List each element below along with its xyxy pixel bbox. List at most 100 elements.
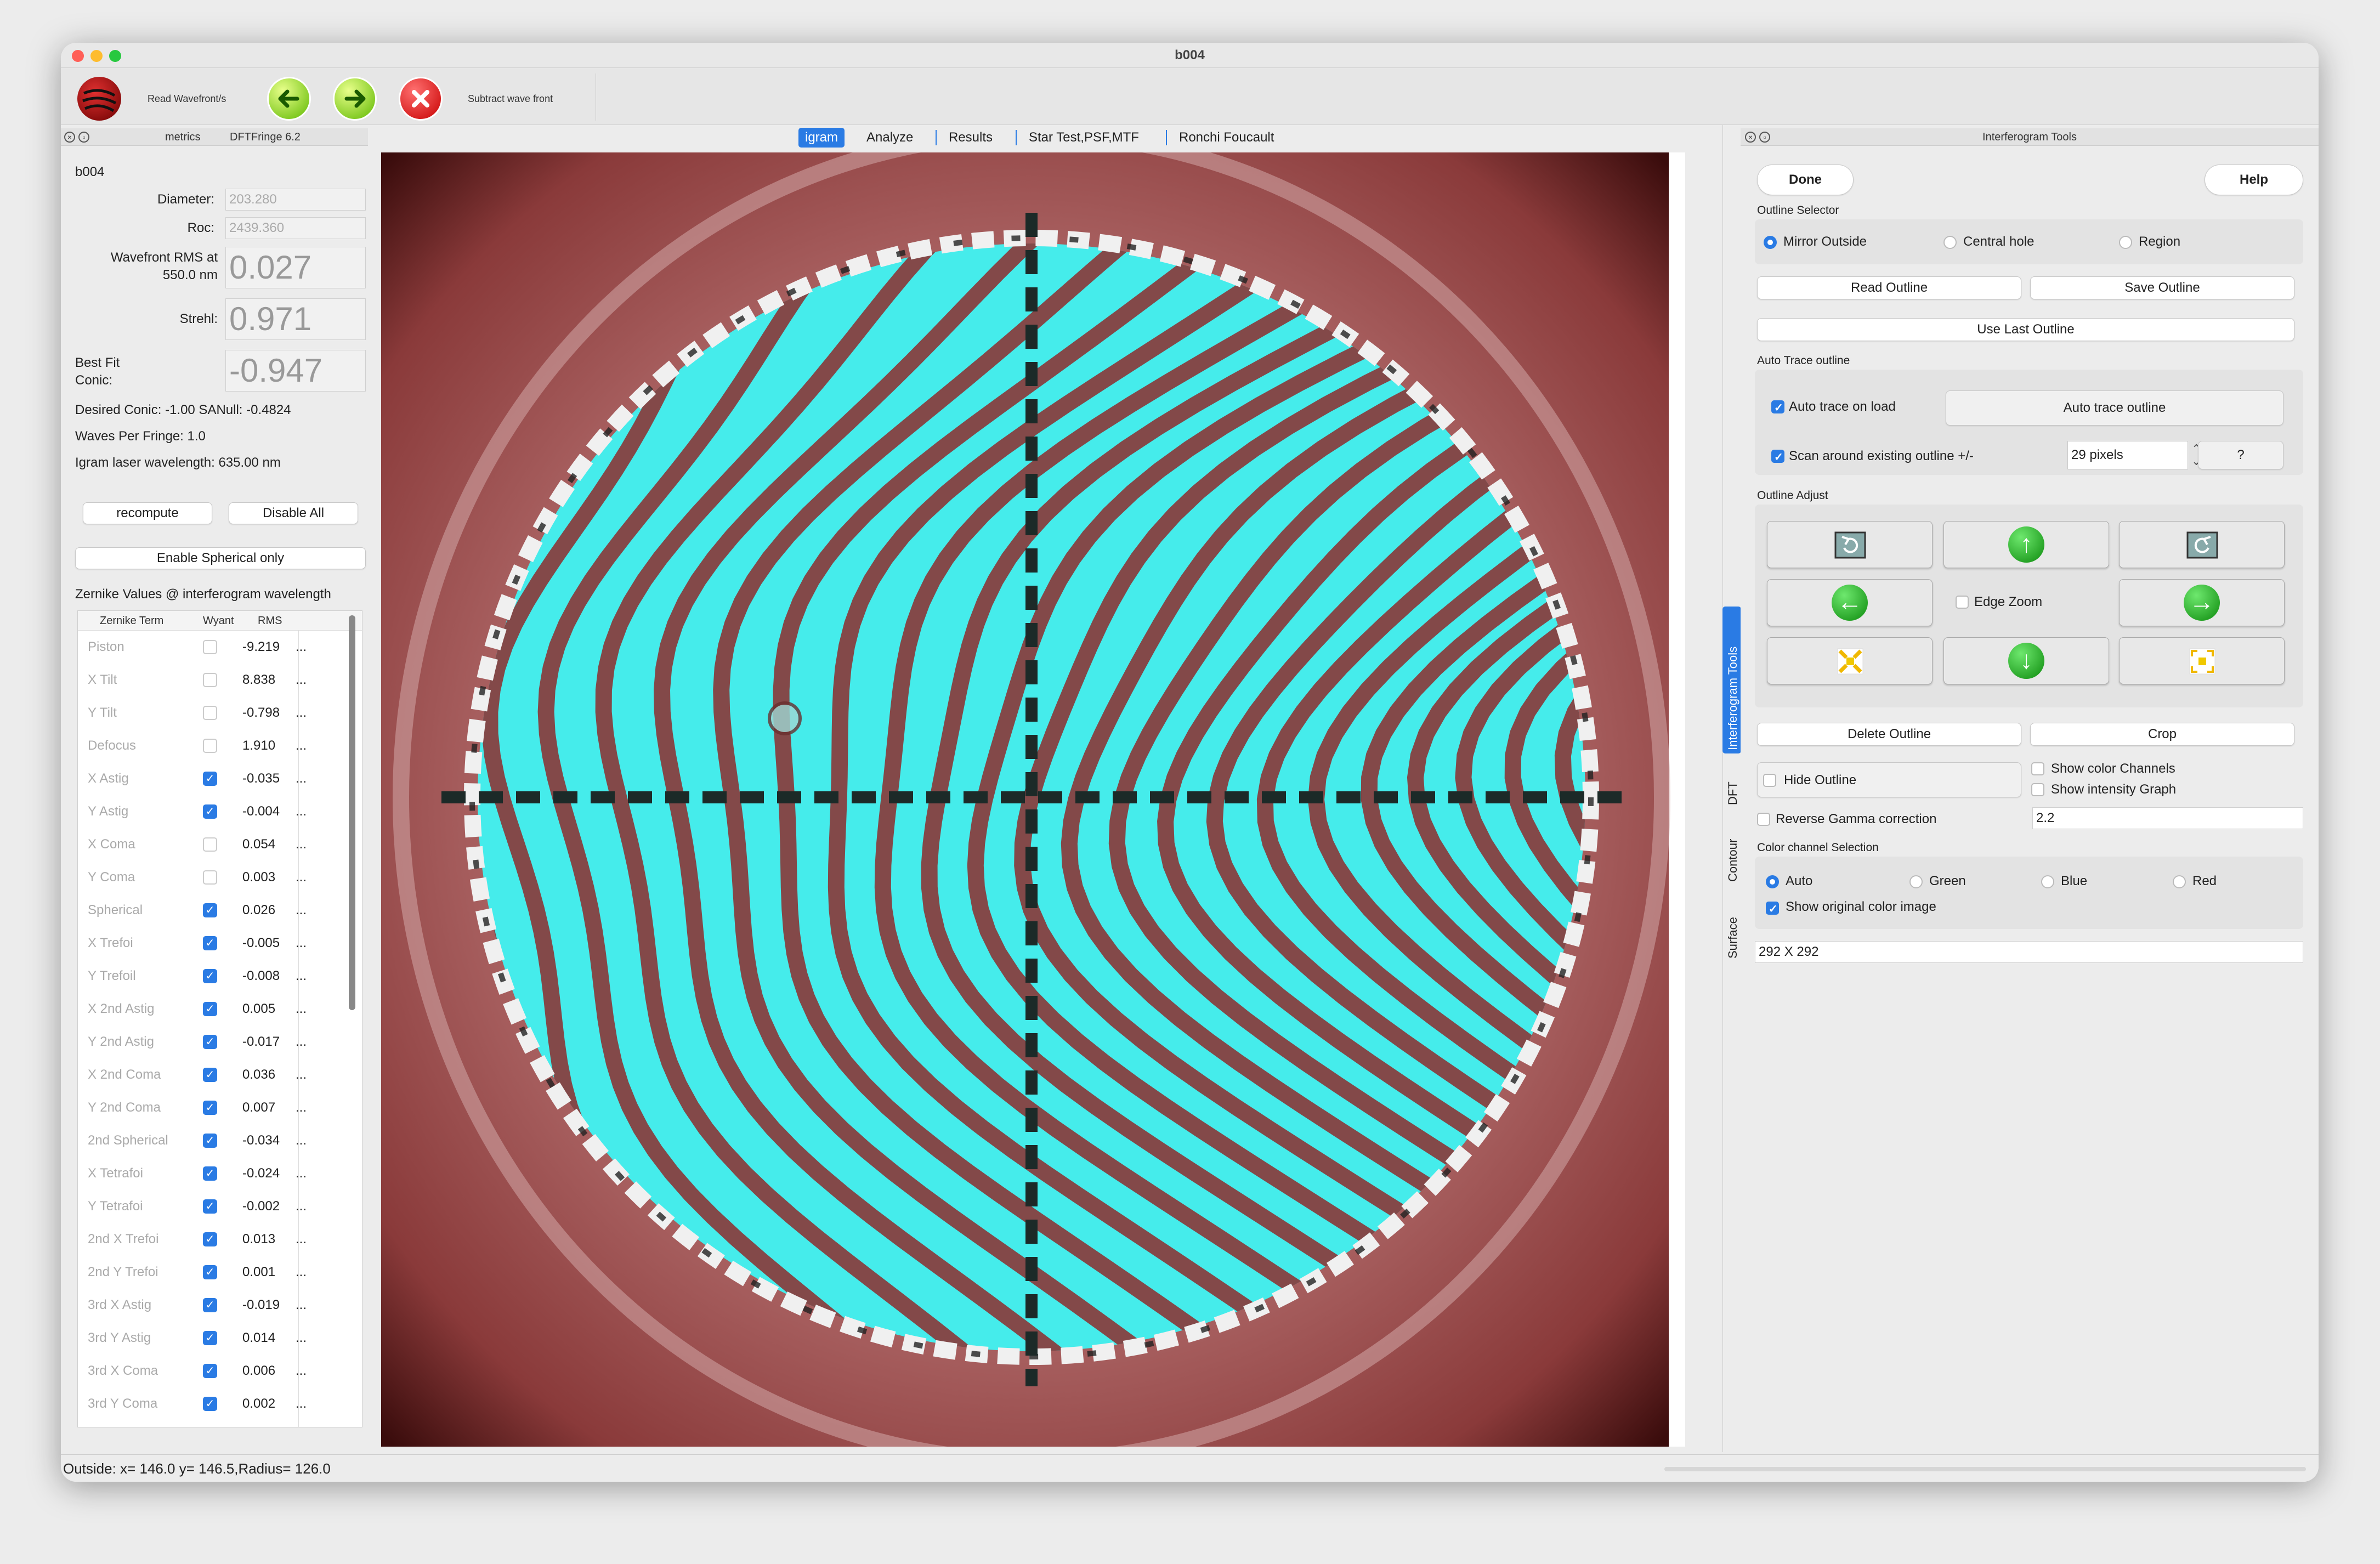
wyant-checkbox[interactable]: ✓ [203, 772, 217, 786]
table-row[interactable]: Spherical ✓ 0.026... [78, 894, 307, 927]
tab-results[interactable]: Results [949, 130, 993, 145]
blue-radio[interactable] [2041, 875, 2054, 888]
wyant-checkbox[interactable]: ✓ [203, 1166, 217, 1181]
wyant-checkbox[interactable]: ✓ [203, 1035, 217, 1049]
minimize-window-button[interactable] [90, 50, 103, 62]
move-left-button[interactable]: ← [1767, 579, 1933, 626]
edge-zoom-checkbox[interactable] [1956, 596, 1969, 609]
table-row[interactable]: Piston -9.219... [78, 631, 307, 664]
zoom-window-button[interactable] [109, 50, 121, 62]
reverse-gamma-checkbox[interactable] [1757, 813, 1770, 826]
table-row[interactable]: Y Tetrafoi ✓ -0.002... [78, 1190, 307, 1223]
scan-help-button[interactable]: ? [2198, 441, 2283, 469]
table-row[interactable]: Y Astig ✓ -0.004... [78, 795, 307, 828]
wyant-checkbox[interactable] [203, 640, 217, 654]
subtract-wavefront-label[interactable]: Subtract wave front [468, 93, 553, 104]
show-original-checkbox[interactable] [1766, 902, 1779, 916]
delete-x-icon[interactable] [399, 77, 443, 121]
table-row[interactable]: 2nd Spherical ✓ -0.034... [78, 1124, 307, 1157]
mirror-outside-label[interactable]: Mirror Outside [1783, 234, 1867, 249]
side-tab-contour[interactable]: Contour [1726, 838, 1739, 882]
move-right-button[interactable]: → [2119, 579, 2285, 626]
table-row[interactable]: 3rd X Astig ✓ -0.019... [78, 1289, 307, 1322]
close-window-button[interactable] [72, 50, 84, 62]
scan-around-checkbox[interactable] [1771, 450, 1784, 464]
rotate-cw-button[interactable] [2119, 521, 2285, 568]
scan-around-label[interactable]: Scan around existing outline +/- [1789, 449, 1974, 463]
wyant-checkbox[interactable] [203, 870, 217, 885]
tab-star-test[interactable]: Star Test,PSF,MTF [1029, 130, 1139, 145]
table-row[interactable]: X Trefoi ✓ -0.005... [78, 927, 307, 960]
show-intensity-graph-checkbox[interactable] [2031, 783, 2044, 796]
tab-ronchi-foucault[interactable]: Ronchi Foucault [1179, 130, 1274, 145]
table-row[interactable]: Y 2nd Coma ✓ 0.007... [78, 1091, 307, 1124]
table-row[interactable]: 3rd Y Coma ✓ 0.002... [78, 1387, 307, 1420]
table-row[interactable]: Y 2nd Astig ✓ -0.017... [78, 1025, 307, 1058]
mirror-outside-radio[interactable] [1764, 236, 1777, 249]
show-original-label[interactable]: Show original color image [1786, 899, 1936, 914]
wyant-checkbox[interactable]: ✓ [203, 1331, 217, 1345]
table-row[interactable]: X Coma 0.054... [78, 828, 307, 861]
expand-button[interactable] [2119, 637, 2285, 684]
region-radio[interactable] [2119, 236, 2132, 249]
tab-igram[interactable]: igram [798, 128, 845, 148]
wyant-checkbox[interactable] [203, 837, 217, 852]
column-wyant[interactable]: Wyant [203, 615, 234, 627]
table-row[interactable]: X 2nd Coma ✓ 0.036... [78, 1058, 307, 1091]
blue-label[interactable]: Blue [2061, 874, 2088, 888]
table-row[interactable]: Y Coma 0.003... [78, 861, 307, 894]
central-hole-radio[interactable] [1943, 236, 1957, 249]
tab-analyze[interactable]: Analyze [866, 130, 914, 145]
table-row[interactable]: X 2nd Astig ✓ 0.005... [78, 993, 307, 1025]
crop-button[interactable]: Crop [2030, 723, 2294, 746]
wyant-checkbox[interactable]: ✓ [203, 1298, 217, 1312]
auto-trace-outline-button[interactable]: Auto trace outline [1946, 390, 2283, 426]
help-button[interactable]: Help [2205, 165, 2303, 195]
green-label[interactable]: Green [1929, 874, 1966, 888]
gamma-input[interactable]: 2.2 [2032, 807, 2303, 829]
wyant-checkbox[interactable]: ✓ [203, 1265, 217, 1279]
green-radio[interactable] [1909, 875, 1923, 888]
wyant-checkbox[interactable]: ✓ [203, 1364, 217, 1378]
central-hole-label[interactable]: Central hole [1963, 234, 2035, 249]
show-color-channels-label[interactable]: Show color Channels [2051, 761, 2175, 776]
column-rms[interactable]: RMS [258, 615, 282, 627]
move-down-button[interactable]: ↓ [1943, 637, 2109, 684]
table-row[interactable]: Y Trefoil ✓ -0.008... [78, 960, 307, 993]
wyant-checkbox[interactable] [203, 706, 217, 720]
column-term[interactable]: Zernike Term [100, 615, 164, 627]
panel-close-icon[interactable]: × [1745, 132, 1756, 143]
wyant-checkbox[interactable]: ✓ [203, 1397, 217, 1411]
rotate-ccw-button[interactable] [1767, 521, 1933, 568]
disable-all-button[interactable]: Disable All [229, 502, 358, 524]
auto-label[interactable]: Auto [1786, 874, 1813, 888]
read-wavefront-label[interactable]: Read Wavefront/s [148, 93, 226, 104]
horizontal-scrollbar[interactable] [1664, 1467, 2306, 1471]
wyant-checkbox[interactable] [203, 673, 217, 687]
table-row[interactable]: Y Tilt -0.798... [78, 696, 307, 729]
previous-arrow-icon[interactable] [267, 77, 311, 121]
edge-zoom-label[interactable]: Edge Zoom [1974, 594, 2043, 609]
save-outline-button[interactable]: Save Outline [2030, 276, 2294, 299]
done-button[interactable]: Done [1757, 165, 1854, 195]
show-intensity-graph-label[interactable]: Show intensity Graph [2051, 782, 2177, 797]
table-row[interactable]: 2nd X Trefoi ✓ 0.013... [78, 1223, 307, 1256]
use-last-outline-button[interactable]: Use Last Outline [1757, 318, 2294, 341]
hide-outline-checkbox[interactable] [1763, 774, 1776, 787]
igram-canvas-area[interactable] [381, 126, 1685, 1469]
hide-outline-label[interactable]: Hide Outline [1784, 773, 1857, 787]
splitter[interactable] [1722, 125, 1723, 1452]
side-tab-surface[interactable]: Surface [1726, 917, 1739, 959]
auto-radio[interactable] [1766, 875, 1779, 888]
wyant-checkbox[interactable] [203, 739, 217, 753]
wyant-checkbox[interactable]: ✓ [203, 1199, 217, 1214]
shrink-button[interactable] [1767, 637, 1933, 684]
auto-trace-on-load-checkbox[interactable] [1771, 400, 1784, 415]
table-row[interactable]: 2nd Y Trefoi ✓ 0.001... [78, 1256, 307, 1289]
table-row[interactable]: X Astig ✓ -0.035... [78, 762, 307, 795]
wyant-checkbox[interactable]: ✓ [203, 936, 217, 950]
table-row[interactable]: 3rd Y Astig ✓ 0.014... [78, 1322, 307, 1355]
table-row[interactable]: X Tetrafoi ✓ -0.024... [78, 1157, 307, 1190]
read-wavefront-icon[interactable] [77, 77, 121, 121]
reverse-gamma-label[interactable]: Reverse Gamma correction [1776, 812, 1937, 826]
